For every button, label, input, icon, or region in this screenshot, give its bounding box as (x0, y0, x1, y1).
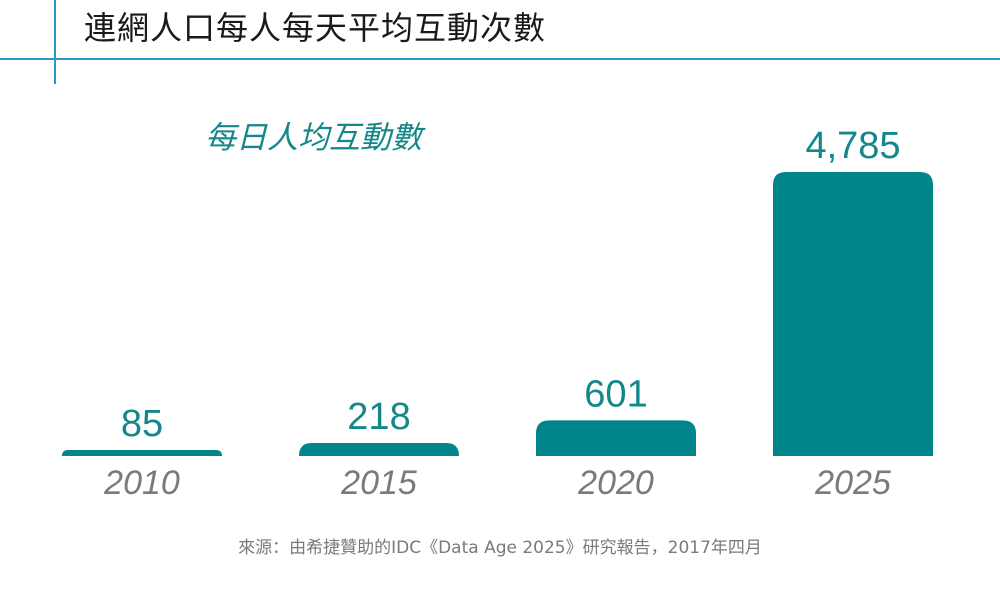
bar-2010 (62, 450, 222, 456)
value-label-2025: 4,785 (805, 125, 900, 167)
value-label-2020: 601 (584, 373, 647, 415)
source-note: 來源：由希捷贊助的IDC《Data Age 2025》研究報告，2017年四月 (238, 538, 762, 558)
bar-2020 (536, 420, 696, 456)
category-label-2020: 2020 (577, 464, 654, 502)
value-label-2010: 85 (121, 403, 163, 445)
page-title: 連網人口每人每天平均互動次數 (84, 9, 547, 47)
header-divider (0, 58, 1000, 60)
header-accent-vertical (54, 0, 56, 84)
category-label-2025: 2025 (814, 464, 891, 502)
value-label-2015: 218 (347, 396, 410, 438)
category-label-2015: 2015 (340, 464, 417, 502)
category-label-2010: 2010 (103, 464, 180, 502)
bar-2025 (773, 172, 933, 456)
bar-2015 (299, 443, 459, 456)
chart-title: 每日人均互動數 (205, 120, 422, 156)
